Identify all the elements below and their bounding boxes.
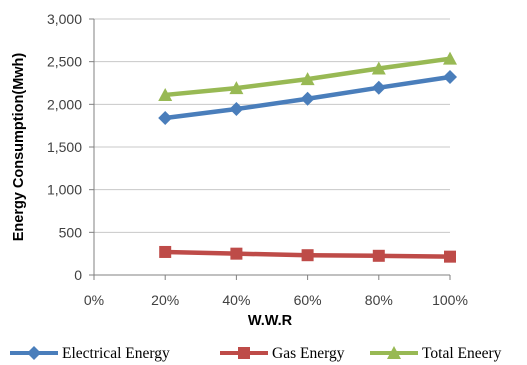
y-tick-label: 1,500	[47, 139, 82, 155]
data-point-2	[371, 61, 386, 75]
legend-entry-1: Gas Energy	[272, 345, 345, 362]
x-tick-label: 100%	[432, 292, 468, 308]
data-point-2	[300, 72, 315, 86]
gridlines	[94, 18, 450, 233]
legend-marker-2	[387, 346, 401, 359]
y-axis-label: Energy Consumption(Mwh)	[11, 53, 27, 242]
legend: Electrical Energy Gas Energy Total Eneery	[10, 345, 502, 362]
legend-marker-0	[27, 346, 41, 360]
axes	[89, 18, 451, 280]
data-point-1	[444, 250, 456, 263]
legend-entry-2: Total Eneery	[422, 345, 502, 362]
data-point-2	[158, 87, 173, 101]
x-tick-label: 80%	[365, 292, 393, 308]
data-point-1	[372, 249, 385, 262]
y-tick-label: 1,000	[47, 182, 82, 198]
data-point-1	[159, 245, 172, 258]
y-tick-labels: 0 500 1,000 1,500 2,000 2,500 3,000	[47, 11, 82, 283]
y-tick-label: 2,000	[47, 96, 82, 112]
x-axis-label: W.W.R	[248, 313, 293, 329]
data-point-0	[300, 91, 315, 106]
x-tick-label: 40%	[222, 292, 250, 308]
y-tick-label: 2,500	[47, 54, 82, 70]
y-tick-label: 3,000	[47, 11, 82, 27]
x-tick-labels: 0% 20% 40% 60% 80% 100%	[84, 292, 468, 308]
series-layer	[158, 51, 457, 263]
data-point-1	[230, 247, 243, 260]
data-point-2	[443, 51, 457, 65]
y-tick-label: 500	[59, 224, 83, 240]
x-tick-label: 60%	[294, 292, 322, 308]
y-tick-label: 0	[74, 267, 82, 283]
legend-marker-1	[238, 347, 250, 359]
x-tick-label: 0%	[84, 292, 104, 308]
data-point-0	[158, 110, 173, 125]
x-tick-label: 20%	[151, 292, 179, 308]
data-point-0	[443, 70, 457, 85]
data-point-1	[301, 249, 314, 262]
data-point-0	[371, 80, 386, 95]
data-point-0	[229, 102, 244, 117]
legend-entry-0: Electrical Energy	[62, 345, 170, 362]
data-point-2	[229, 81, 244, 95]
